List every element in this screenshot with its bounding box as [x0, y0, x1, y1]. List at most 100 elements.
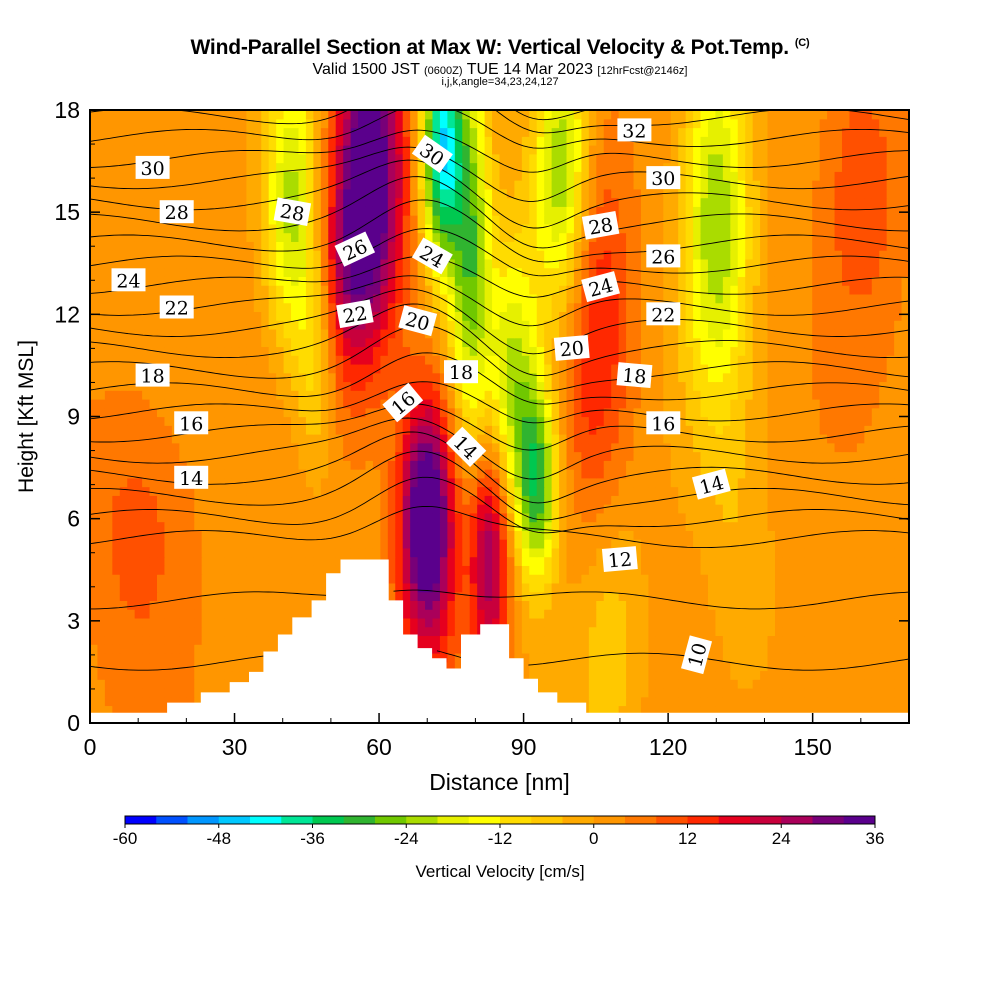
velocity-cell [216, 363, 225, 374]
velocity-cell [112, 346, 121, 356]
velocity-cell [834, 652, 843, 663]
velocity-cell [670, 363, 679, 374]
velocity-cell [700, 556, 709, 566]
velocity-cell [678, 609, 687, 619]
velocity-cell [499, 504, 508, 514]
velocity-cell [506, 346, 515, 356]
velocity-cell [544, 565, 553, 575]
velocity-cell [737, 600, 746, 610]
velocity-cell [715, 609, 724, 619]
velocity-cell [313, 372, 322, 383]
velocity-cell [879, 416, 888, 426]
velocity-cell [127, 661, 136, 672]
velocity-cell [693, 337, 702, 348]
velocity-cell [283, 521, 292, 531]
velocity-cell [566, 355, 575, 365]
velocity-cell [358, 407, 367, 418]
velocity-cell [157, 398, 166, 409]
velocity-cell [559, 416, 568, 426]
velocity-cell [380, 416, 389, 426]
velocity-cell [559, 363, 568, 374]
velocity-cell [447, 416, 456, 426]
velocity-cell [164, 556, 173, 566]
velocity-cell [819, 530, 828, 540]
velocity-cell [789, 451, 798, 461]
velocity-cell [670, 591, 679, 601]
velocity-cell [715, 565, 724, 575]
velocity-cell [581, 635, 590, 645]
velocity-cell [179, 372, 188, 383]
velocity-cell [320, 477, 329, 488]
velocity-cell [663, 495, 672, 505]
velocity-cell [268, 609, 277, 619]
velocity-cell [901, 661, 909, 672]
velocity-cell [774, 416, 784, 426]
velocity-cell [752, 705, 761, 715]
velocity-cell [752, 451, 761, 461]
velocity-cell [685, 565, 694, 575]
velocity-cell [164, 574, 173, 584]
velocity-cell [142, 390, 151, 400]
velocity-cell [462, 591, 471, 601]
velocity-cell [224, 434, 233, 444]
velocity-cell [737, 661, 746, 672]
velocity-cell [640, 574, 650, 584]
velocity-cell [864, 460, 873, 470]
velocity-cell [774, 644, 784, 654]
velocity-cell [685, 407, 694, 418]
velocity-cell [127, 670, 136, 680]
velocity-cell [186, 617, 195, 628]
velocity-cell [97, 416, 106, 426]
velocity-cell [231, 661, 240, 672]
velocity-cell [670, 696, 679, 707]
velocity-cell [194, 521, 203, 531]
velocity-cell [648, 687, 657, 698]
velocity-cell [827, 442, 836, 453]
velocity-cell [618, 328, 627, 339]
velocity-cell [171, 565, 180, 575]
velocity-cell [648, 600, 657, 610]
velocity-cell [894, 539, 903, 549]
velocity-cell [573, 617, 582, 628]
velocity-cell [633, 670, 642, 680]
velocity-cell [767, 679, 776, 689]
velocity-cell [693, 565, 702, 575]
velocity-cell [395, 539, 404, 549]
velocity-cell [760, 460, 769, 470]
velocity-cell [827, 451, 836, 461]
velocity-cell [670, 451, 679, 461]
velocity-cell [611, 451, 620, 461]
velocity-cell [387, 469, 396, 479]
velocity-cell [655, 390, 664, 400]
velocity-cell [335, 547, 344, 558]
velocity-cell [685, 363, 694, 374]
velocity-cell [663, 390, 672, 400]
velocity-cell [425, 477, 434, 488]
velocity-cell [298, 320, 307, 330]
velocity-cell [298, 530, 307, 540]
velocity-cell [149, 696, 158, 707]
velocity-cell [142, 600, 151, 610]
velocity-cell [841, 556, 851, 566]
velocity-cell [573, 477, 582, 488]
velocity-cell [767, 346, 776, 356]
velocity-cell [566, 635, 575, 645]
velocity-cell [834, 696, 843, 707]
velocity-cell [678, 495, 687, 505]
velocity-cell [864, 355, 873, 365]
velocity-cell [305, 398, 314, 409]
velocity-cell [559, 591, 568, 601]
velocity-cell [246, 565, 255, 575]
velocity-cell [194, 644, 203, 654]
velocity-cell [224, 582, 233, 593]
velocity-cell [812, 442, 821, 453]
velocity-cell [201, 635, 210, 645]
velocity-cell [722, 661, 731, 672]
velocity-cell [588, 652, 597, 663]
velocity-cell [588, 635, 597, 645]
velocity-cell [261, 442, 270, 453]
velocity-cell [343, 381, 352, 391]
velocity-cell [194, 390, 203, 400]
velocity-cell [402, 337, 411, 348]
velocity-cell [328, 372, 337, 383]
